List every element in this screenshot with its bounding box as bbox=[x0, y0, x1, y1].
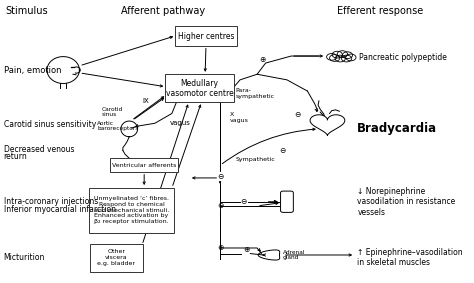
Text: Ventricular afferents: Ventricular afferents bbox=[112, 163, 176, 168]
Text: Intra-coronary injections: Intra-coronary injections bbox=[3, 197, 98, 206]
Text: Unmyelinated ‘c’ fibres.
Respond to chemical
and mechanical stimuli.
Enhanced ac: Unmyelinated ‘c’ fibres. Respond to chem… bbox=[94, 196, 169, 224]
Text: ⊖: ⊖ bbox=[280, 146, 286, 155]
Text: Adrenal
gland: Adrenal gland bbox=[283, 250, 305, 260]
Text: Carotid sinus sensitivity: Carotid sinus sensitivity bbox=[3, 120, 96, 129]
Text: Carotid
sinus: Carotid sinus bbox=[101, 107, 123, 117]
Text: Sympathetic: Sympathetic bbox=[236, 157, 275, 162]
FancyBboxPatch shape bbox=[110, 158, 179, 172]
Text: return: return bbox=[3, 152, 27, 160]
Text: Pain, emotion: Pain, emotion bbox=[3, 66, 61, 74]
Text: ↑ Epinephrine–vasodilation
in skeletal muscles: ↑ Epinephrine–vasodilation in skeletal m… bbox=[357, 248, 463, 267]
FancyBboxPatch shape bbox=[89, 188, 174, 233]
Text: ⊖: ⊖ bbox=[294, 110, 301, 119]
FancyBboxPatch shape bbox=[165, 74, 234, 102]
Text: Aortic
baroreceptors: Aortic baroreceptors bbox=[97, 121, 139, 132]
FancyBboxPatch shape bbox=[281, 191, 293, 213]
Text: Bradycardia: Bradycardia bbox=[357, 122, 438, 135]
Text: vagus: vagus bbox=[170, 120, 191, 126]
Text: ↓ Norepinephrine
vasodilation in resistance
vessels: ↓ Norepinephrine vasodilation in resista… bbox=[357, 187, 456, 217]
Text: Inferior myocardial infarction: Inferior myocardial infarction bbox=[3, 205, 116, 214]
Text: Para-
sympathetic: Para- sympathetic bbox=[236, 89, 275, 99]
Text: ⊕: ⊕ bbox=[259, 55, 265, 64]
Text: IX: IX bbox=[142, 98, 149, 104]
Text: Pancreatic polypeptide: Pancreatic polypeptide bbox=[359, 53, 447, 62]
Text: Other
viscera
e.g. bladder: Other viscera e.g. bladder bbox=[98, 250, 136, 266]
Text: Medullary
vasomotor centre: Medullary vasomotor centre bbox=[166, 79, 234, 98]
Text: Decreased venous: Decreased venous bbox=[3, 145, 74, 155]
Text: Stimulus: Stimulus bbox=[6, 6, 48, 16]
Text: ⊕: ⊕ bbox=[243, 245, 250, 254]
FancyBboxPatch shape bbox=[175, 27, 237, 46]
Text: ⊕: ⊕ bbox=[217, 243, 223, 252]
Text: ⊖: ⊖ bbox=[217, 201, 223, 211]
Text: Efferent response: Efferent response bbox=[337, 6, 423, 16]
FancyBboxPatch shape bbox=[90, 244, 143, 272]
Text: Micturition: Micturition bbox=[3, 253, 45, 262]
Text: X
vagus: X vagus bbox=[229, 112, 248, 123]
Text: ⊖: ⊖ bbox=[240, 197, 246, 206]
Text: Afferent pathway: Afferent pathway bbox=[121, 6, 205, 16]
Text: Higher centres: Higher centres bbox=[178, 32, 234, 41]
Text: ⊖: ⊖ bbox=[217, 172, 223, 181]
